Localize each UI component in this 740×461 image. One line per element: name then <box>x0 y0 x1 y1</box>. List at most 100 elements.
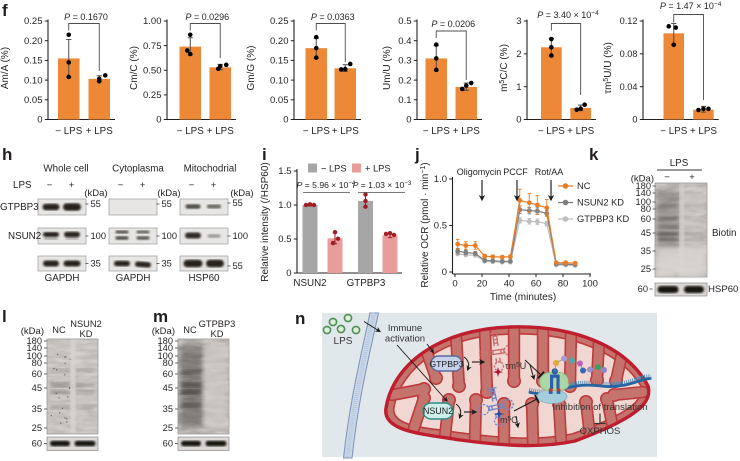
svg-text:0.04: 0.04 <box>620 82 638 92</box>
svg-text:KD: KD <box>80 329 93 339</box>
svg-text:55: 55 <box>162 199 172 209</box>
svg-text:f: f <box>2 1 8 20</box>
svg-text:i: i <box>262 145 267 164</box>
svg-text:− LPS: − LPS <box>660 126 687 137</box>
svg-text:1.0: 1.0 <box>434 174 447 185</box>
svg-text:Gm/G (%): Gm/G (%) <box>246 46 257 91</box>
svg-text:0: 0 <box>632 115 637 125</box>
svg-text:0.10: 0.10 <box>270 75 289 86</box>
svg-text:100: 100 <box>26 351 42 361</box>
svg-text:Inhibition of translation: Inhibition of translation <box>552 402 647 413</box>
svg-text:+: + <box>211 180 217 191</box>
svg-text:(kDa): (kDa) <box>84 188 107 199</box>
svg-text:180: 180 <box>26 336 42 346</box>
svg-text:0: 0 <box>37 115 42 126</box>
svg-text:m: m <box>153 307 168 326</box>
svg-text:0: 0 <box>406 115 411 126</box>
svg-text:GTPBP3: GTPBP3 <box>0 202 39 213</box>
svg-text:NSUN2: NSUN2 <box>8 231 41 242</box>
svg-text:P = 1.47 × 10−4: P = 1.47 × 10−4 <box>660 1 722 11</box>
svg-text:− LPS: − LPS <box>538 126 565 137</box>
svg-text:Immune: Immune <box>388 323 422 334</box>
svg-text:−: − <box>47 180 53 191</box>
svg-text:0: 0 <box>452 279 457 290</box>
svg-text:140: 140 <box>26 343 42 353</box>
svg-text:m5C/C (%): m5C/C (%) <box>499 44 510 92</box>
svg-text:180: 180 <box>157 336 173 346</box>
svg-text:0.4: 0.4 <box>398 36 411 47</box>
svg-text:τm5U/U (%): τm5U/U (%) <box>603 42 614 94</box>
svg-text:+ LPS: + LPS <box>453 126 480 137</box>
svg-text:GTPBP3: GTPBP3 <box>429 359 463 369</box>
svg-text:45: 45 <box>163 383 173 393</box>
svg-text:35: 35 <box>162 259 172 269</box>
svg-text:HSP60: HSP60 <box>188 273 220 284</box>
svg-text:0.3: 0.3 <box>398 56 411 67</box>
svg-text:Oligomycin: Oligomycin <box>457 167 502 177</box>
svg-text:− LPS: − LPS <box>303 126 330 137</box>
svg-text:Whole cell: Whole cell <box>43 164 88 175</box>
svg-text:1.5: 1.5 <box>278 166 291 177</box>
svg-text:− LPS: − LPS <box>321 164 347 174</box>
svg-text:− LPS: − LPS <box>423 126 450 137</box>
svg-text:Am/A (%): Am/A (%) <box>0 47 11 89</box>
svg-text:55: 55 <box>91 199 101 209</box>
svg-text:55: 55 <box>233 198 243 208</box>
svg-text:NC: NC <box>183 325 197 335</box>
svg-text:GAPDH: GAPDH <box>116 273 151 284</box>
svg-text:Cytoplasma: Cytoplasma <box>112 164 164 175</box>
svg-text:60: 60 <box>163 369 173 379</box>
svg-text:0.75: 0.75 <box>143 41 162 52</box>
svg-text:100: 100 <box>635 197 651 207</box>
svg-text:PCCF: PCCF <box>503 167 528 177</box>
svg-text:+ LPS: + LPS <box>690 126 717 137</box>
svg-text:35: 35 <box>32 404 42 414</box>
svg-text:80: 80 <box>641 204 651 214</box>
svg-text:0.25: 0.25 <box>24 16 43 27</box>
svg-text:60: 60 <box>32 369 42 379</box>
svg-text:NSUN2: NSUN2 <box>293 278 326 289</box>
svg-text:KD: KD <box>211 329 224 339</box>
svg-text:0.20: 0.20 <box>270 36 289 47</box>
svg-text:NC: NC <box>52 325 66 335</box>
svg-text:80: 80 <box>32 358 42 368</box>
svg-text:180: 180 <box>635 181 651 191</box>
svg-text:l: l <box>2 307 7 326</box>
svg-text:20: 20 <box>477 279 488 290</box>
svg-text:1: 1 <box>516 82 521 93</box>
svg-text:0: 0 <box>516 115 521 126</box>
svg-text:0.5: 0.5 <box>278 234 291 245</box>
svg-text:(kDa): (kDa) <box>631 174 654 185</box>
svg-text:100: 100 <box>162 231 178 241</box>
svg-text:45: 45 <box>641 228 651 238</box>
svg-text:OXPHOS: OXPHOS <box>580 426 621 437</box>
svg-text:25: 25 <box>32 423 42 433</box>
svg-text:(kDa): (kDa) <box>157 188 180 199</box>
svg-text:40: 40 <box>504 279 515 290</box>
svg-text:1.00: 1.00 <box>143 16 162 27</box>
svg-text:P = 0.0206: P = 0.0206 <box>431 19 475 29</box>
svg-text:j: j <box>414 145 420 164</box>
svg-text:activation: activation <box>385 334 425 345</box>
svg-text:0.50: 0.50 <box>143 65 162 76</box>
svg-text:Cm/C (%): Cm/C (%) <box>129 46 140 90</box>
svg-text:1.0: 1.0 <box>278 200 291 211</box>
svg-text:P = 0.1670: P = 0.1670 <box>64 12 108 22</box>
svg-text:Relative intensity (/HSP60): Relative intensity (/HSP60) <box>260 162 271 282</box>
svg-text:− LPS: − LPS <box>177 126 204 137</box>
svg-text:+ LPS: + LPS <box>567 126 594 137</box>
svg-text:60: 60 <box>641 214 651 224</box>
svg-text:35: 35 <box>91 259 101 269</box>
svg-text:LPS: LPS <box>670 158 689 169</box>
svg-text:NSUN2 KD: NSUN2 KD <box>577 198 624 208</box>
svg-text:140: 140 <box>157 343 173 353</box>
svg-text:0.2: 0.2 <box>398 75 411 86</box>
svg-text:GTPBP3: GTPBP3 <box>347 278 386 289</box>
svg-text:0.25: 0.25 <box>270 16 289 27</box>
svg-text:P = 3.40 × 10−4: P = 3.40 × 10−4 <box>537 10 599 20</box>
svg-text:80: 80 <box>558 279 569 290</box>
svg-text:0.15: 0.15 <box>270 56 289 67</box>
svg-text:25: 25 <box>641 264 651 274</box>
svg-text:60: 60 <box>531 279 542 290</box>
svg-text:55: 55 <box>233 261 243 271</box>
